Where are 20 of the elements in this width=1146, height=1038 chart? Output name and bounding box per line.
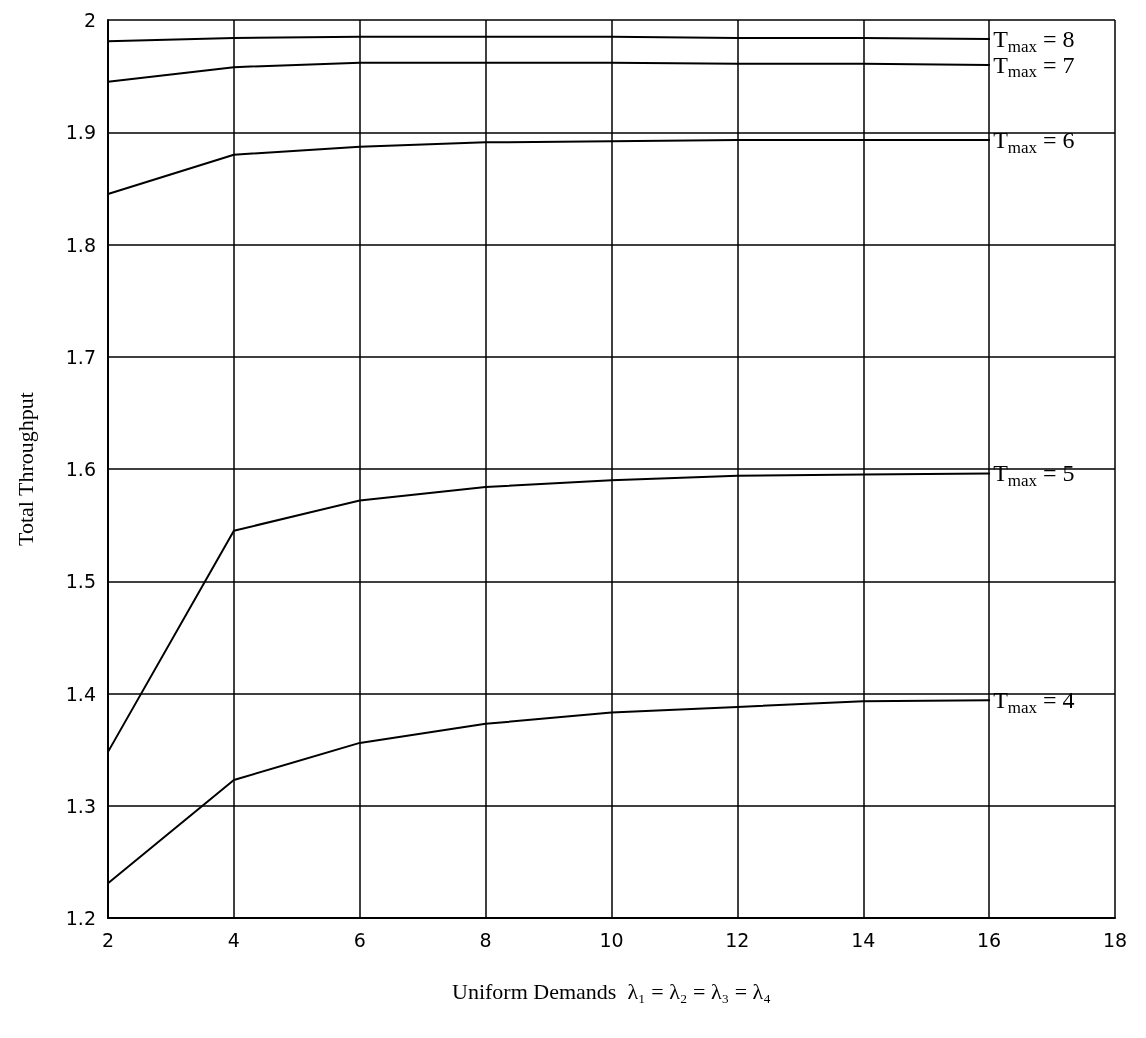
x-tick-label: 14 [851, 928, 876, 951]
x-tick-label: 6 [353, 928, 366, 951]
y-tick-label: 1.2 [65, 907, 96, 929]
x-tick-label: 4 [227, 928, 240, 951]
y-tick-label: 1.3 [65, 794, 96, 817]
x-axis-title: Uniform Demands λ₁ = λ₂ = λ₃ = λ₄ [452, 978, 771, 1004]
x-tick-label: 16 [977, 928, 1002, 951]
y-tick-label: 1.9 [65, 121, 96, 144]
y-axis-title: Total Throughput [12, 392, 38, 546]
y-tick-label: 1.7 [65, 345, 96, 368]
x-tick-label: 10 [599, 928, 624, 951]
y-tick-label: 1.5 [65, 570, 96, 593]
y-tick-label: 2 [83, 9, 96, 31]
y-tick-label: 1.4 [65, 682, 96, 705]
y-tick-label: 1.8 [65, 233, 96, 256]
x-tick-label: 12 [725, 928, 750, 951]
y-tick-label: 1.6 [65, 458, 96, 480]
x-tick-label: 18 [1102, 928, 1128, 951]
x-tick-label: 2 [101, 928, 115, 951]
x-tick-label: 8 [479, 928, 492, 951]
